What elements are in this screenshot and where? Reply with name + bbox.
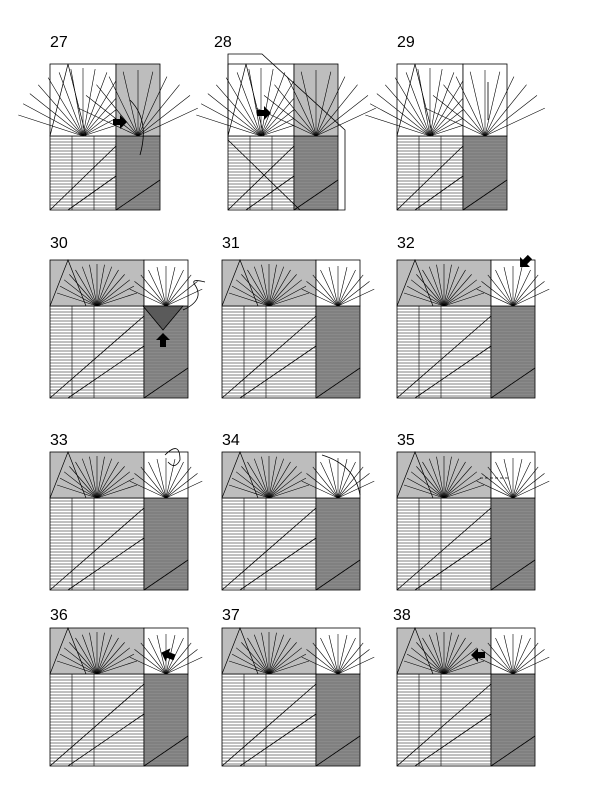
step-illustration bbox=[221, 259, 375, 399]
step-number-37: 37 bbox=[222, 607, 240, 624]
fold-arrow-icon bbox=[321, 454, 361, 496]
step-illustration bbox=[396, 259, 550, 399]
step-illustration bbox=[49, 451, 203, 591]
step-illustration bbox=[49, 627, 203, 767]
push-arrow-icon bbox=[471, 648, 485, 662]
step-number-27: 27 bbox=[50, 34, 68, 51]
step-illustration bbox=[396, 627, 550, 767]
step-number-29: 29 bbox=[397, 34, 415, 51]
step-number-32: 32 bbox=[397, 235, 415, 252]
step-number-34: 34 bbox=[222, 432, 240, 449]
step-number-30: 30 bbox=[50, 235, 68, 252]
step-illustration bbox=[221, 451, 375, 591]
step-illustration bbox=[49, 259, 203, 399]
step-illustration bbox=[365, 63, 545, 211]
fold-arrow-icon bbox=[164, 448, 181, 466]
push-arrow-icon bbox=[161, 648, 176, 662]
step-number-31: 31 bbox=[222, 235, 240, 252]
push-arrow-icon bbox=[520, 254, 533, 267]
push-arrow-icon bbox=[257, 106, 271, 120]
step-number-28: 28 bbox=[214, 34, 232, 51]
step-illustration bbox=[18, 63, 198, 211]
step-number-38: 38 bbox=[393, 607, 411, 624]
fold-arrow-icon bbox=[182, 280, 206, 311]
fold-arrow-icon bbox=[129, 99, 144, 156]
step-illustration bbox=[221, 627, 375, 767]
step-illustration bbox=[196, 63, 376, 211]
step-number-36: 36 bbox=[50, 607, 68, 624]
step-number-33: 33 bbox=[50, 432, 68, 449]
push-arrow-icon bbox=[113, 115, 127, 129]
step-illustration bbox=[396, 451, 550, 591]
push-arrow-icon bbox=[156, 333, 170, 347]
step-number-35: 35 bbox=[397, 432, 415, 449]
